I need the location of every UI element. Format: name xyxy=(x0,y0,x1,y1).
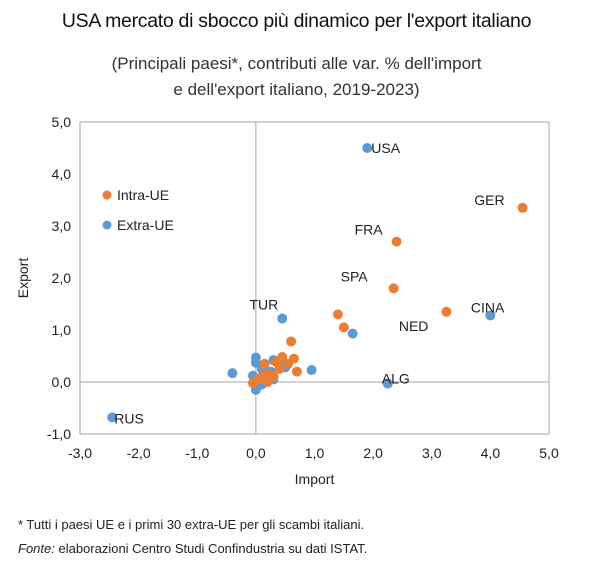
legend-marker xyxy=(102,190,112,200)
chart-title: USA mercato di sbocco più dinamico per l… xyxy=(61,10,532,32)
data-point xyxy=(227,368,238,379)
data-point xyxy=(485,310,496,321)
legend-label: Extra-UE xyxy=(117,217,174,233)
source-text: elaborazioni Centro Studi Confindustria … xyxy=(54,541,368,556)
x-tick-label: 2,0 xyxy=(363,445,383,461)
chart-subtitle-line2: e dell'export italiano, 2019-2023) xyxy=(173,80,420,99)
x-tick-label: 0,0 xyxy=(246,445,266,461)
point-label: ALG xyxy=(382,371,410,387)
x-tick-label: 5,0 xyxy=(539,445,559,461)
y-tick-label: 5,0 xyxy=(52,114,72,130)
point-label: CINA xyxy=(471,299,505,315)
y-tick-label: 4,0 xyxy=(52,166,72,182)
footnote: * Tutti i paesi UE e i primi 30 extra-UE… xyxy=(18,517,365,532)
data-point xyxy=(362,143,373,153)
legend-marker xyxy=(102,220,112,230)
data-point xyxy=(283,358,294,369)
data-point xyxy=(306,365,317,376)
data-point xyxy=(259,358,270,369)
legend-label: Intra-UE xyxy=(117,187,169,203)
y-axis-title: Export xyxy=(15,258,31,299)
point-label: USA xyxy=(371,140,400,156)
source-note: Fonte: elaborazioni Centro Studi Confind… xyxy=(18,541,367,556)
y-tick-label: 1,0 xyxy=(52,322,72,338)
data-point xyxy=(291,366,302,377)
point-label: RUS xyxy=(114,410,144,426)
y-tick-label: 0,0 xyxy=(52,374,72,390)
x-tick-label: 4,0 xyxy=(481,445,501,461)
data-point xyxy=(388,283,399,294)
x-tick-label: 1,0 xyxy=(305,445,325,461)
data-point xyxy=(262,377,273,387)
x-tick-label: -2,0 xyxy=(127,445,151,461)
point-label: SPA xyxy=(341,268,369,284)
plot-border xyxy=(79,121,550,435)
data-point xyxy=(332,309,343,320)
x-tick-label: -1,0 xyxy=(185,445,209,461)
data-point xyxy=(250,357,261,368)
data-point xyxy=(391,236,402,247)
x-tick-label: -3,0 xyxy=(68,445,92,461)
data-point xyxy=(338,322,349,333)
y-tick-label: -1,0 xyxy=(47,426,71,442)
chart-subtitle-line1: (Principali paesi*, contributi alle var.… xyxy=(111,54,482,73)
point-label: FRA xyxy=(355,222,384,238)
point-label: NED xyxy=(399,318,429,334)
data-point xyxy=(247,378,258,389)
data-point xyxy=(441,306,452,317)
source-label: Fonte: xyxy=(18,541,55,556)
point-label: TUR xyxy=(249,297,278,313)
data-point xyxy=(277,313,288,324)
data-point xyxy=(517,202,528,213)
data-point xyxy=(274,364,285,374)
y-tick-label: 2,0 xyxy=(52,270,72,286)
data-point xyxy=(347,328,358,339)
x-tick-label: 3,0 xyxy=(422,445,442,461)
scatter-chart: -3,0 -2,0 -1,0 0,0 1,0 2,0 3,0 4,0 5,0 -1,0 0,0 1,0… xyxy=(15,114,559,487)
y-tick-label: 3,0 xyxy=(52,218,72,234)
data-point xyxy=(286,336,297,347)
data-point xyxy=(382,378,393,389)
data-point xyxy=(107,412,118,423)
point-label: GER xyxy=(474,192,504,208)
x-axis-title: Import xyxy=(295,471,335,487)
